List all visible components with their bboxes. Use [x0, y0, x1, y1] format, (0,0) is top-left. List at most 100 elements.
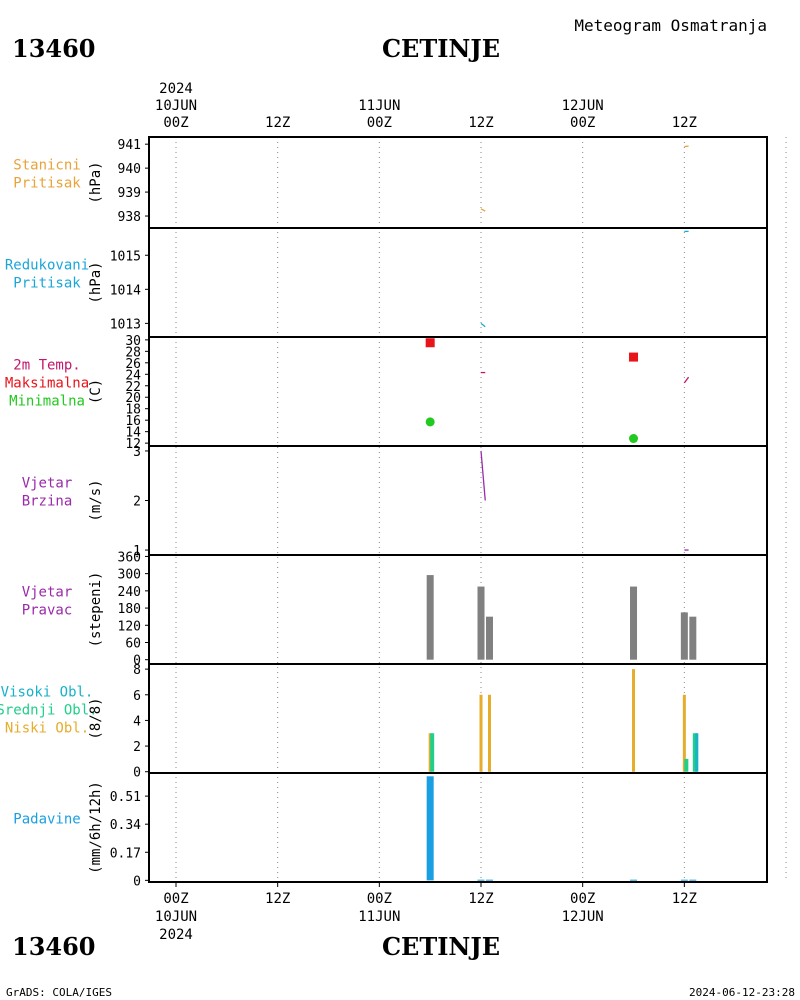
clouds-frame — [148, 663, 768, 774]
temperature-label: Maksimalna — [5, 376, 89, 392]
precipitation-bar — [485, 879, 493, 881]
station-name-top: CETINJE — [382, 34, 500, 63]
wind-direction-frame — [148, 554, 768, 665]
station-pressure-ytick-label: 939 — [118, 186, 141, 201]
temperature-ytick-label: 16 — [125, 414, 141, 429]
precipitation-ytick-label: 0 — [133, 874, 141, 889]
time-tick-label-bottom: 12Z — [265, 891, 290, 907]
station-pressure-ytick-label: 938 — [118, 210, 141, 225]
precipitation-bar — [477, 879, 485, 881]
temperature-line-segment — [683, 376, 690, 384]
wind-speed-ylabel: (m/s) — [88, 479, 104, 521]
wind-direction-ytick-label: 0 — [133, 654, 141, 669]
time-tick-label-top: 12Z — [468, 115, 493, 131]
precipitation-bar — [426, 776, 434, 881]
year-top: 2024 — [159, 81, 193, 97]
wind-speed-label: Vjetar — [22, 476, 73, 492]
station-pressure-ytick-label: 941 — [118, 138, 141, 153]
cloud-mid-bar — [430, 733, 435, 772]
reduced-pressure-ytick-label: 1015 — [110, 249, 141, 264]
temperature-ytick-label: 22 — [125, 380, 141, 395]
precipitation-bar — [680, 879, 688, 881]
reduced-pressure-label: Redukovani — [5, 258, 89, 274]
wind-direction-bar — [680, 612, 688, 660]
wind-direction-ytick-label: 300 — [118, 568, 141, 583]
station-pressure-label: Stanicni — [13, 158, 80, 174]
precipitation-frame — [148, 772, 768, 883]
tmin-marker — [629, 434, 639, 444]
tmax-marker — [425, 338, 435, 348]
precipitation-ytick-label: 0.51 — [110, 790, 141, 805]
wind-direction-label: Vjetar — [22, 585, 73, 601]
temperature-ytick-label: 14 — [125, 426, 141, 441]
wind-direction-label: Pravac — [22, 603, 73, 619]
year-bottom: 2024 — [159, 927, 193, 943]
wind-direction-ytick-label: 120 — [118, 619, 141, 634]
wind-speed-line-segment — [480, 450, 486, 501]
date-label-bottom: 11JUN — [358, 909, 400, 925]
clouds-label: Niski Obl. — [5, 721, 89, 737]
wind-direction-bar — [485, 616, 493, 660]
clouds-ytick-label: 2 — [133, 740, 141, 755]
cloud-mid-bar — [692, 733, 697, 772]
reduced-pressure-ytick-label: 1013 — [110, 317, 141, 332]
time-tick-label-bottom: 00Z — [163, 891, 188, 907]
reduced-pressure-frame — [148, 227, 768, 338]
wind-direction-bar — [689, 616, 697, 660]
wind-speed-frame — [148, 445, 768, 556]
cloud-low-bar — [479, 694, 483, 772]
reduced-pressure-label: Pritisak — [13, 276, 81, 292]
station-pressure-ytick-label: 940 — [118, 162, 141, 177]
wind-direction-ylabel: (stepeni) — [88, 572, 104, 648]
station-pressure-label: Pritisak — [13, 176, 81, 192]
time-tick-label-bottom: 00Z — [570, 891, 595, 907]
temperature-label: Minimalna — [9, 394, 85, 410]
clouds-ytick-label: 8 — [133, 663, 141, 678]
station-pressure-frame — [148, 136, 768, 229]
date-label-top: 12JUN — [562, 98, 604, 114]
date-label-top: 11JUN — [358, 98, 400, 114]
precipitation-ylabel: (mm/6h/12h) — [88, 781, 104, 874]
precipitation-ytick-label: 0.34 — [110, 818, 141, 833]
reduced-pressure-line-segment — [480, 322, 486, 328]
station-id-bottom: 13460 — [12, 932, 96, 961]
cloud-low-bar — [632, 669, 636, 772]
date-label-top: 10JUN — [155, 98, 197, 114]
precipitation-label: Padavine — [13, 812, 80, 828]
cloud-low-bar — [682, 694, 686, 772]
wind-direction-bar — [477, 586, 485, 660]
precipitation-bar — [630, 879, 638, 881]
station-pressure-ylabel: (hPa) — [88, 161, 104, 203]
temperature-ytick-label: 24 — [125, 368, 141, 383]
tmax-marker — [629, 352, 639, 362]
footer-credit: GrADS: COLA/IGES — [6, 986, 112, 999]
cloud-high-bar — [695, 733, 699, 772]
wind-direction-ytick-label: 360 — [118, 550, 141, 565]
temperature-frame — [148, 336, 768, 447]
wind-speed-ytick-label: 1 — [133, 544, 141, 559]
date-label-bottom: 12JUN — [562, 909, 604, 925]
reduced-pressure-ylabel: (hPa) — [88, 261, 104, 303]
reduced-pressure-ytick-label: 1014 — [110, 283, 141, 298]
wind-direction-ytick-label: 240 — [118, 585, 141, 600]
precipitation-ytick-label: 0.17 — [110, 846, 141, 861]
station-pressure-line-segment — [480, 208, 486, 212]
time-tick-label-top: 12Z — [265, 115, 290, 131]
clouds-label: Srednji Obl. — [0, 703, 98, 719]
temperature-ylabel: (C) — [88, 379, 104, 404]
temperature-label: 2m Temp. — [13, 358, 80, 374]
wind-direction-ytick-label: 60 — [125, 636, 141, 651]
wind-direction-bar — [630, 586, 638, 660]
temperature-ytick-label: 20 — [125, 391, 141, 406]
meteogram-title: Meteogram Osmatranja — [574, 16, 767, 35]
time-tick-label-top: 00Z — [163, 115, 188, 131]
cloud-mid-bar — [684, 758, 689, 772]
time-tick-label-bottom: 12Z — [672, 891, 697, 907]
precipitation-bar — [689, 879, 697, 881]
time-tick-label-bottom: 00Z — [367, 891, 392, 907]
clouds-ytick-label: 4 — [133, 714, 141, 729]
temperature-ytick-label: 28 — [125, 345, 141, 360]
station-id-top: 13460 — [12, 34, 96, 63]
wind-speed-ytick-label: 3 — [133, 445, 141, 460]
